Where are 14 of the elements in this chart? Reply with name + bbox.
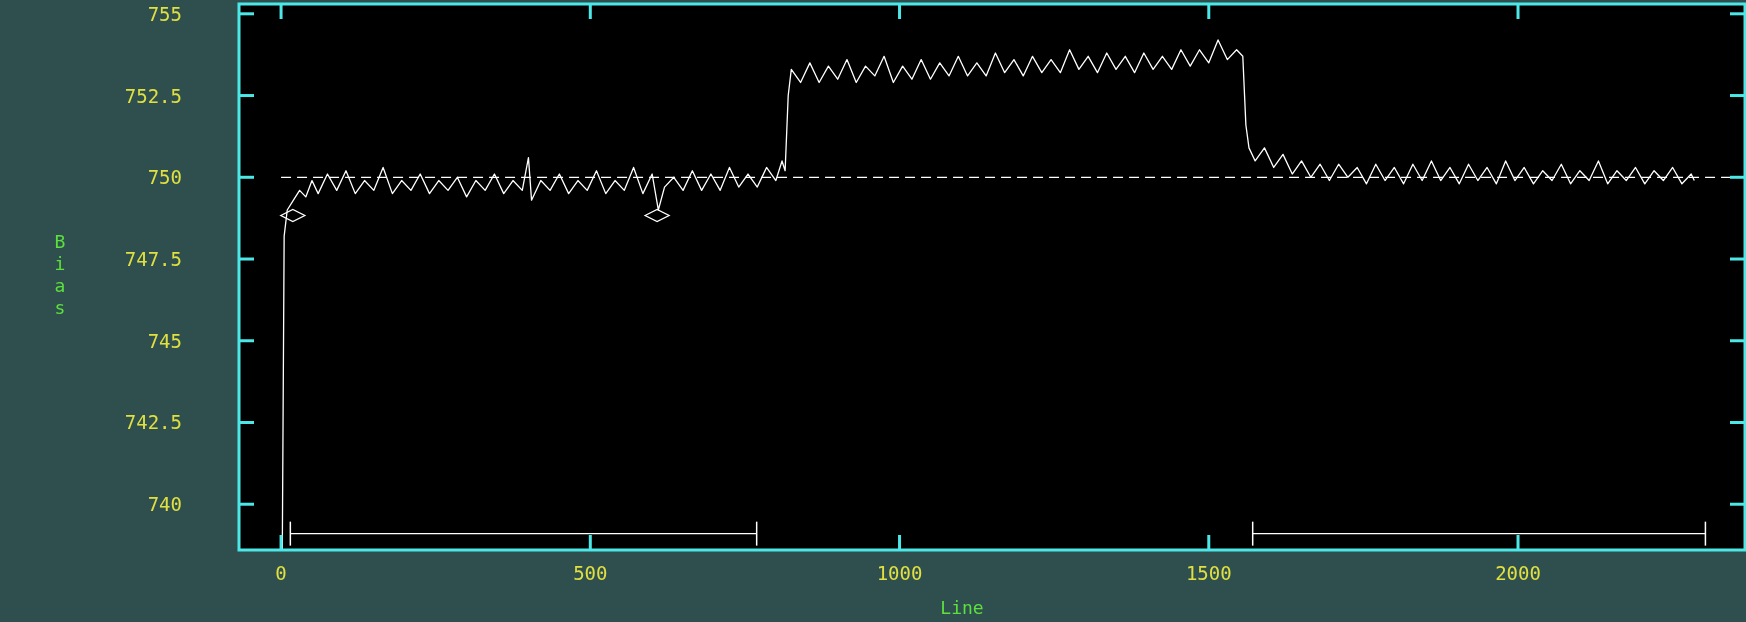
x-tick-label: 0 <box>275 562 287 584</box>
y-tick-label: 740 <box>147 493 182 516</box>
x-tick-label: 500 <box>573 562 608 584</box>
y-tick-label: 755 <box>147 2 182 25</box>
x-tick-label: 1500 <box>1185 562 1232 584</box>
y-tick-label: 745 <box>147 329 182 352</box>
y-tick-label: 742.5 <box>124 411 182 434</box>
y-tick-label: 752.5 <box>124 84 182 107</box>
y-axis-title: Bias <box>54 231 66 318</box>
x-axis-title: Line <box>940 597 984 618</box>
y-tick-label: 747.5 <box>124 248 182 271</box>
x-tick-label: 2000 <box>1495 562 1541 584</box>
y-tick-label: 750 <box>147 166 182 189</box>
x-tick-label: 1000 <box>876 562 923 584</box>
